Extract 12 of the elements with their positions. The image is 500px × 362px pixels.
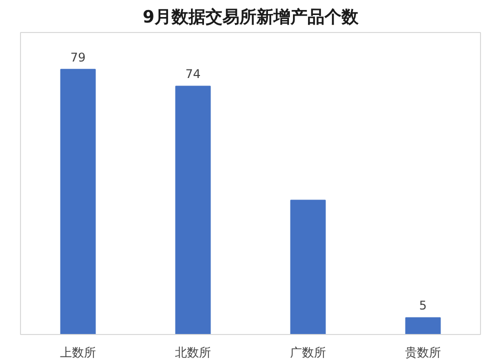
data-label: 5 xyxy=(419,298,427,313)
x-tick-label: 贵数所 xyxy=(405,346,441,360)
chart-title: 9月数据交易所新增产品个数 xyxy=(142,8,360,28)
bar xyxy=(60,68,96,334)
x-tick-label: 广数所 xyxy=(290,346,326,360)
x-tick-label: 上数所 xyxy=(60,346,96,360)
data-label: 74 xyxy=(185,67,201,82)
bar xyxy=(175,86,211,334)
x-tick-label: 北数所 xyxy=(175,346,211,360)
bar xyxy=(290,200,326,334)
data-label: 79 xyxy=(70,50,86,64)
bar xyxy=(405,317,441,334)
